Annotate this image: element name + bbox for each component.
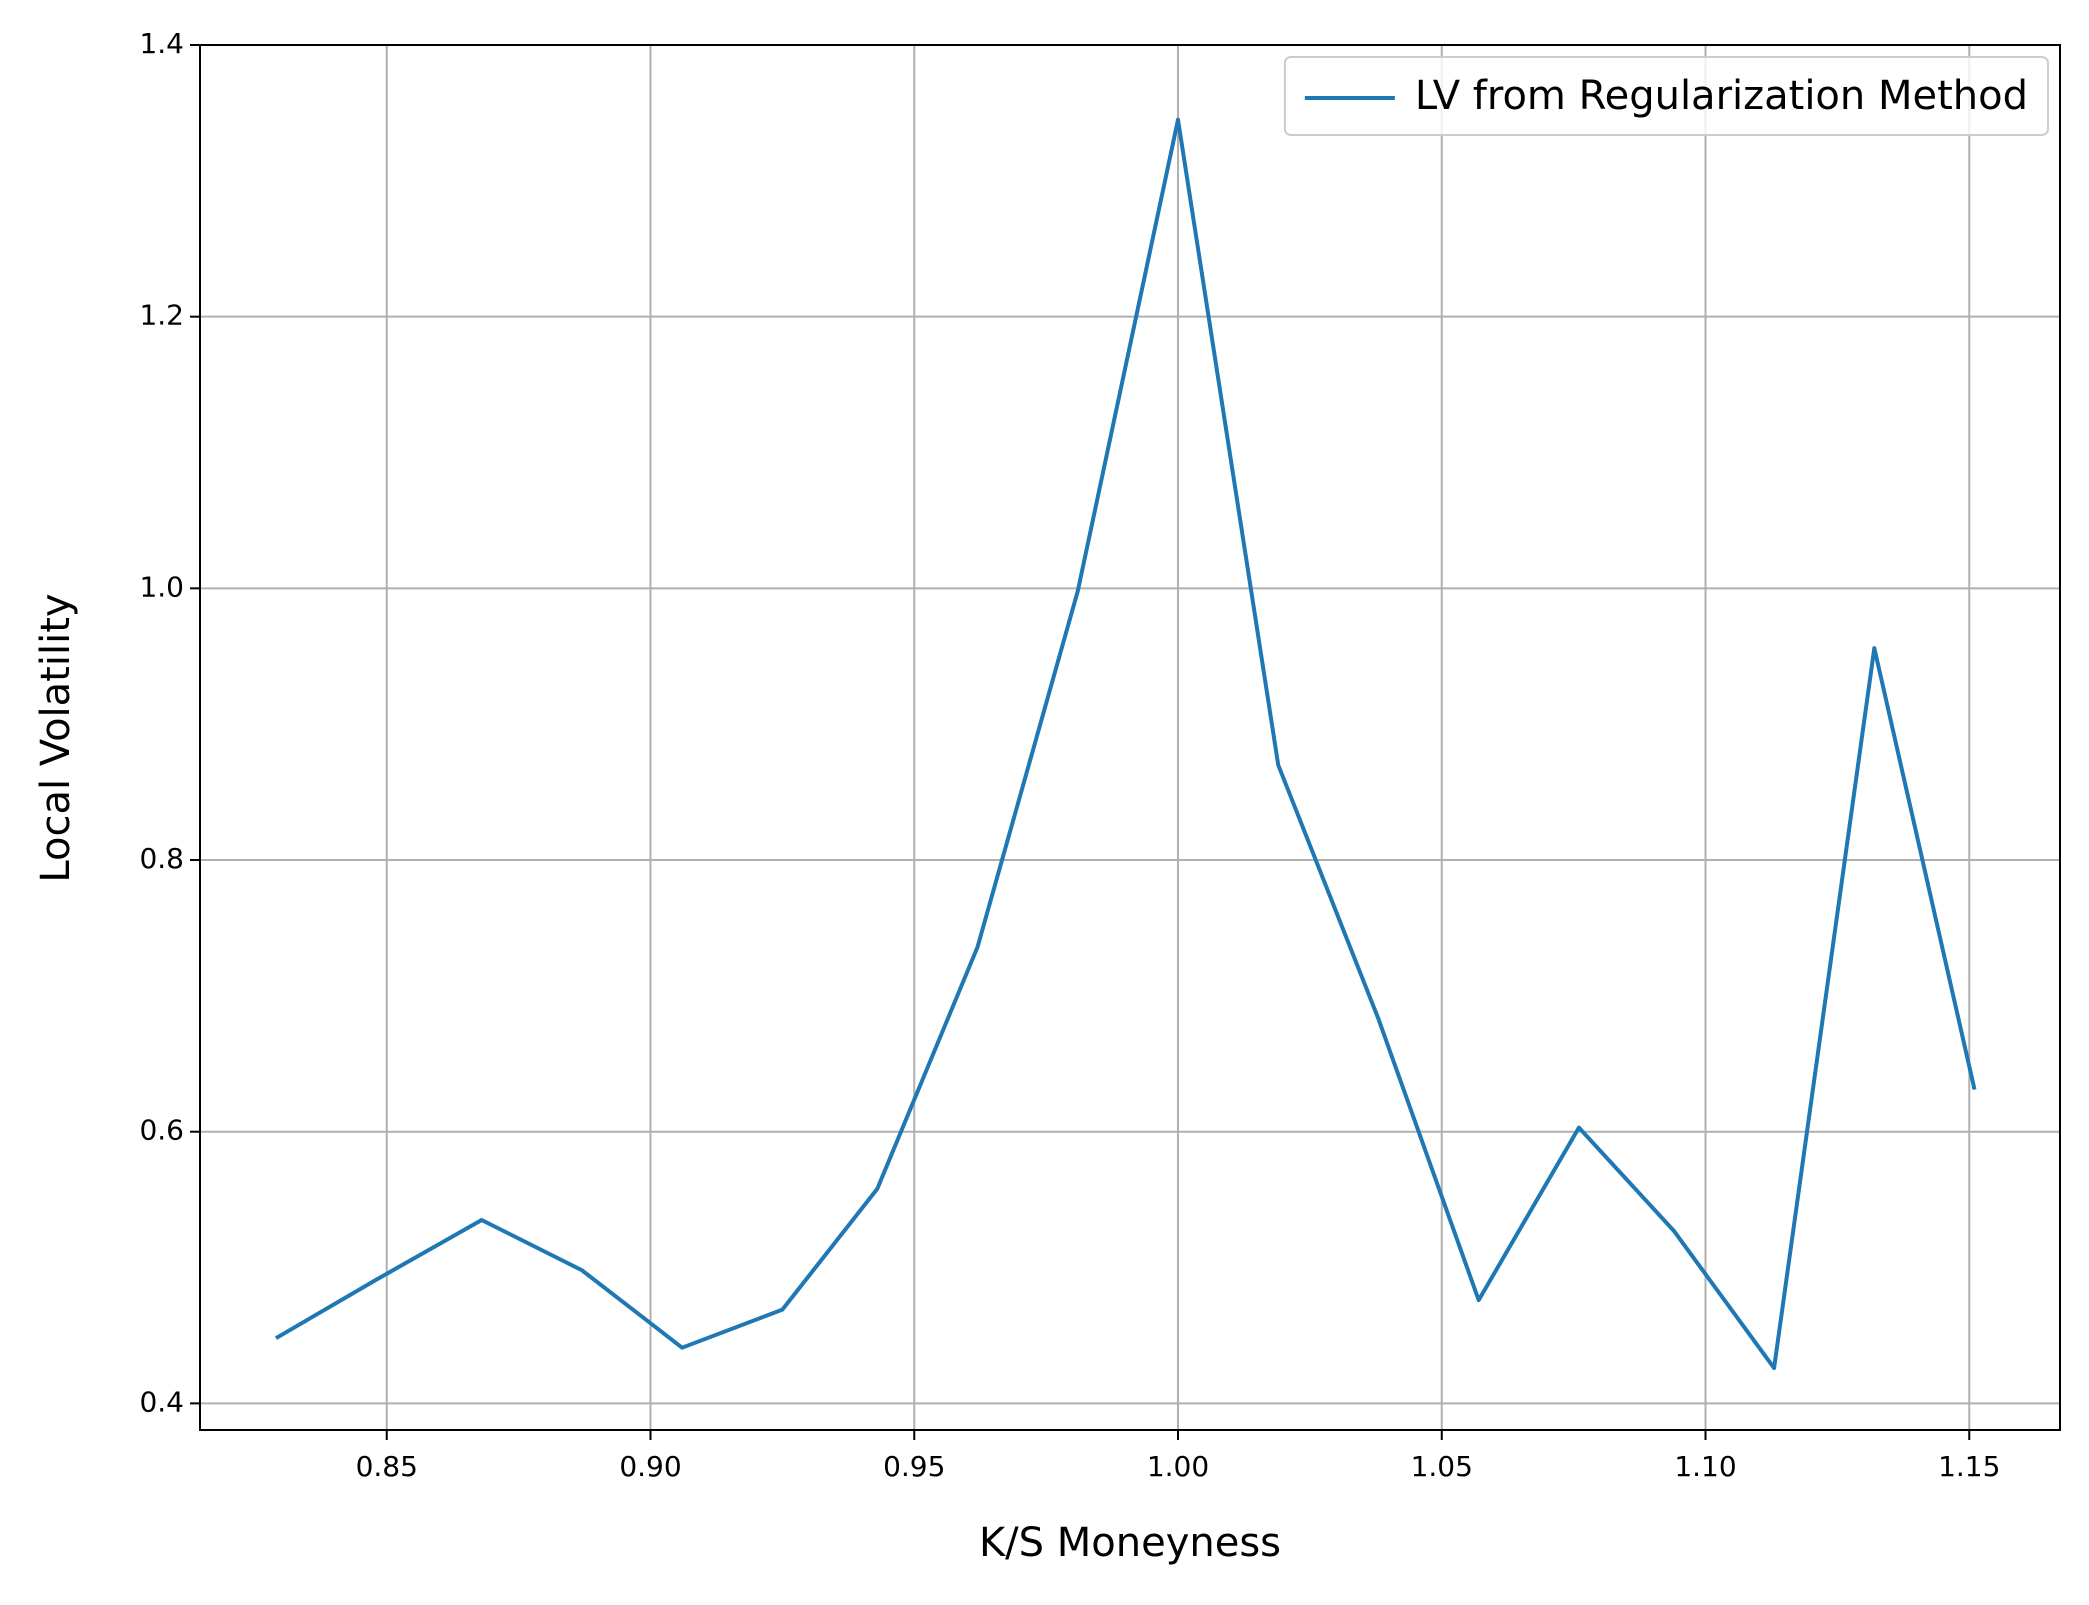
x-axis-label: K/S Moneyness (979, 1520, 1281, 1566)
x-tick-label: 0.90 (619, 1450, 681, 1483)
x-tick-label: 1.05 (1411, 1450, 1473, 1483)
x-tick-label: 0.85 (356, 1450, 418, 1483)
y-tick-label: 1.0 (139, 570, 184, 603)
y-tick-label: 0.8 (139, 842, 184, 875)
legend: LV from Regularization Method (1283, 56, 2049, 136)
x-tick-label: 1.15 (1938, 1450, 2000, 1483)
y-axis-label: Local Volatility (33, 593, 79, 882)
y-tick-label: 1.4 (139, 27, 184, 60)
data-line (274, 117, 1977, 1371)
x-tick-label: 1.00 (1147, 1450, 1209, 1483)
y-tick-label: 1.2 (139, 299, 184, 332)
axes-frame (199, 44, 2061, 1431)
y-tick-label: 0.4 (139, 1385, 184, 1418)
y-tick-label: 0.6 (139, 1114, 184, 1147)
legend-label: LV from Regularization Method (1415, 73, 2028, 119)
legend-box (1283, 56, 2049, 136)
x-tick-label: 0.95 (883, 1450, 945, 1483)
x-tick-label: 1.10 (1674, 1450, 1736, 1483)
